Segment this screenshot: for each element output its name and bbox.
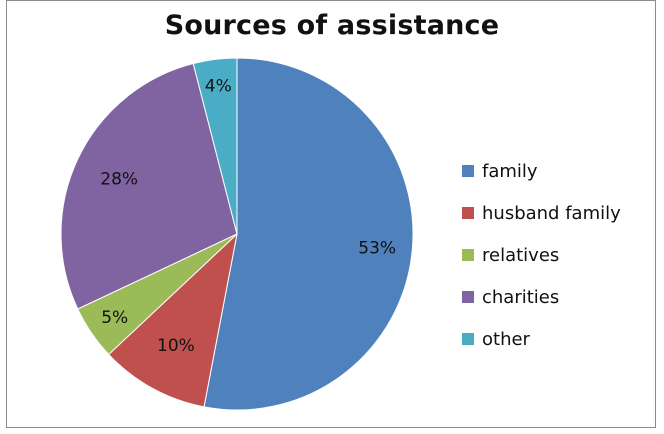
slice-label-family: 53%: [358, 238, 396, 258]
legend-swatch: [462, 249, 474, 261]
slice-label-other: 4%: [205, 77, 232, 97]
slice-label-relatives: 5%: [101, 308, 128, 328]
legend-swatch: [462, 165, 474, 177]
pie-slices: [60, 57, 414, 411]
chart-title: Sources of assistance: [164, 10, 500, 41]
legend: family husband family relatives charities ot…: [462, 150, 621, 360]
legend-label: charities: [482, 286, 560, 308]
pie-slice-other: [192, 57, 238, 235]
pie-slice-family: [203, 57, 414, 411]
legend-item-relatives: relatives: [462, 234, 621, 276]
legend-item-other: other: [462, 318, 621, 360]
legend-label: relatives: [482, 244, 560, 266]
legend-swatch: [462, 333, 474, 345]
legend-item-family: family: [462, 150, 621, 192]
slice-labels: 53% 10% 5% 28% 4%: [100, 77, 396, 356]
legend-item-charities: charities: [462, 276, 621, 318]
legend-swatch: [462, 207, 474, 219]
pie-slice-husband-family: [107, 232, 238, 408]
legend-label: family: [482, 160, 538, 182]
legend-item-husband-family: husband family: [462, 192, 621, 234]
pie-slice-charities: [60, 62, 238, 310]
slice-label-husband-family: 10%: [157, 336, 195, 356]
legend-swatch: [462, 291, 474, 303]
legend-label: husband family: [482, 202, 621, 224]
legend-label: other: [482, 328, 530, 350]
slice-label-charities: 28%: [100, 170, 138, 190]
